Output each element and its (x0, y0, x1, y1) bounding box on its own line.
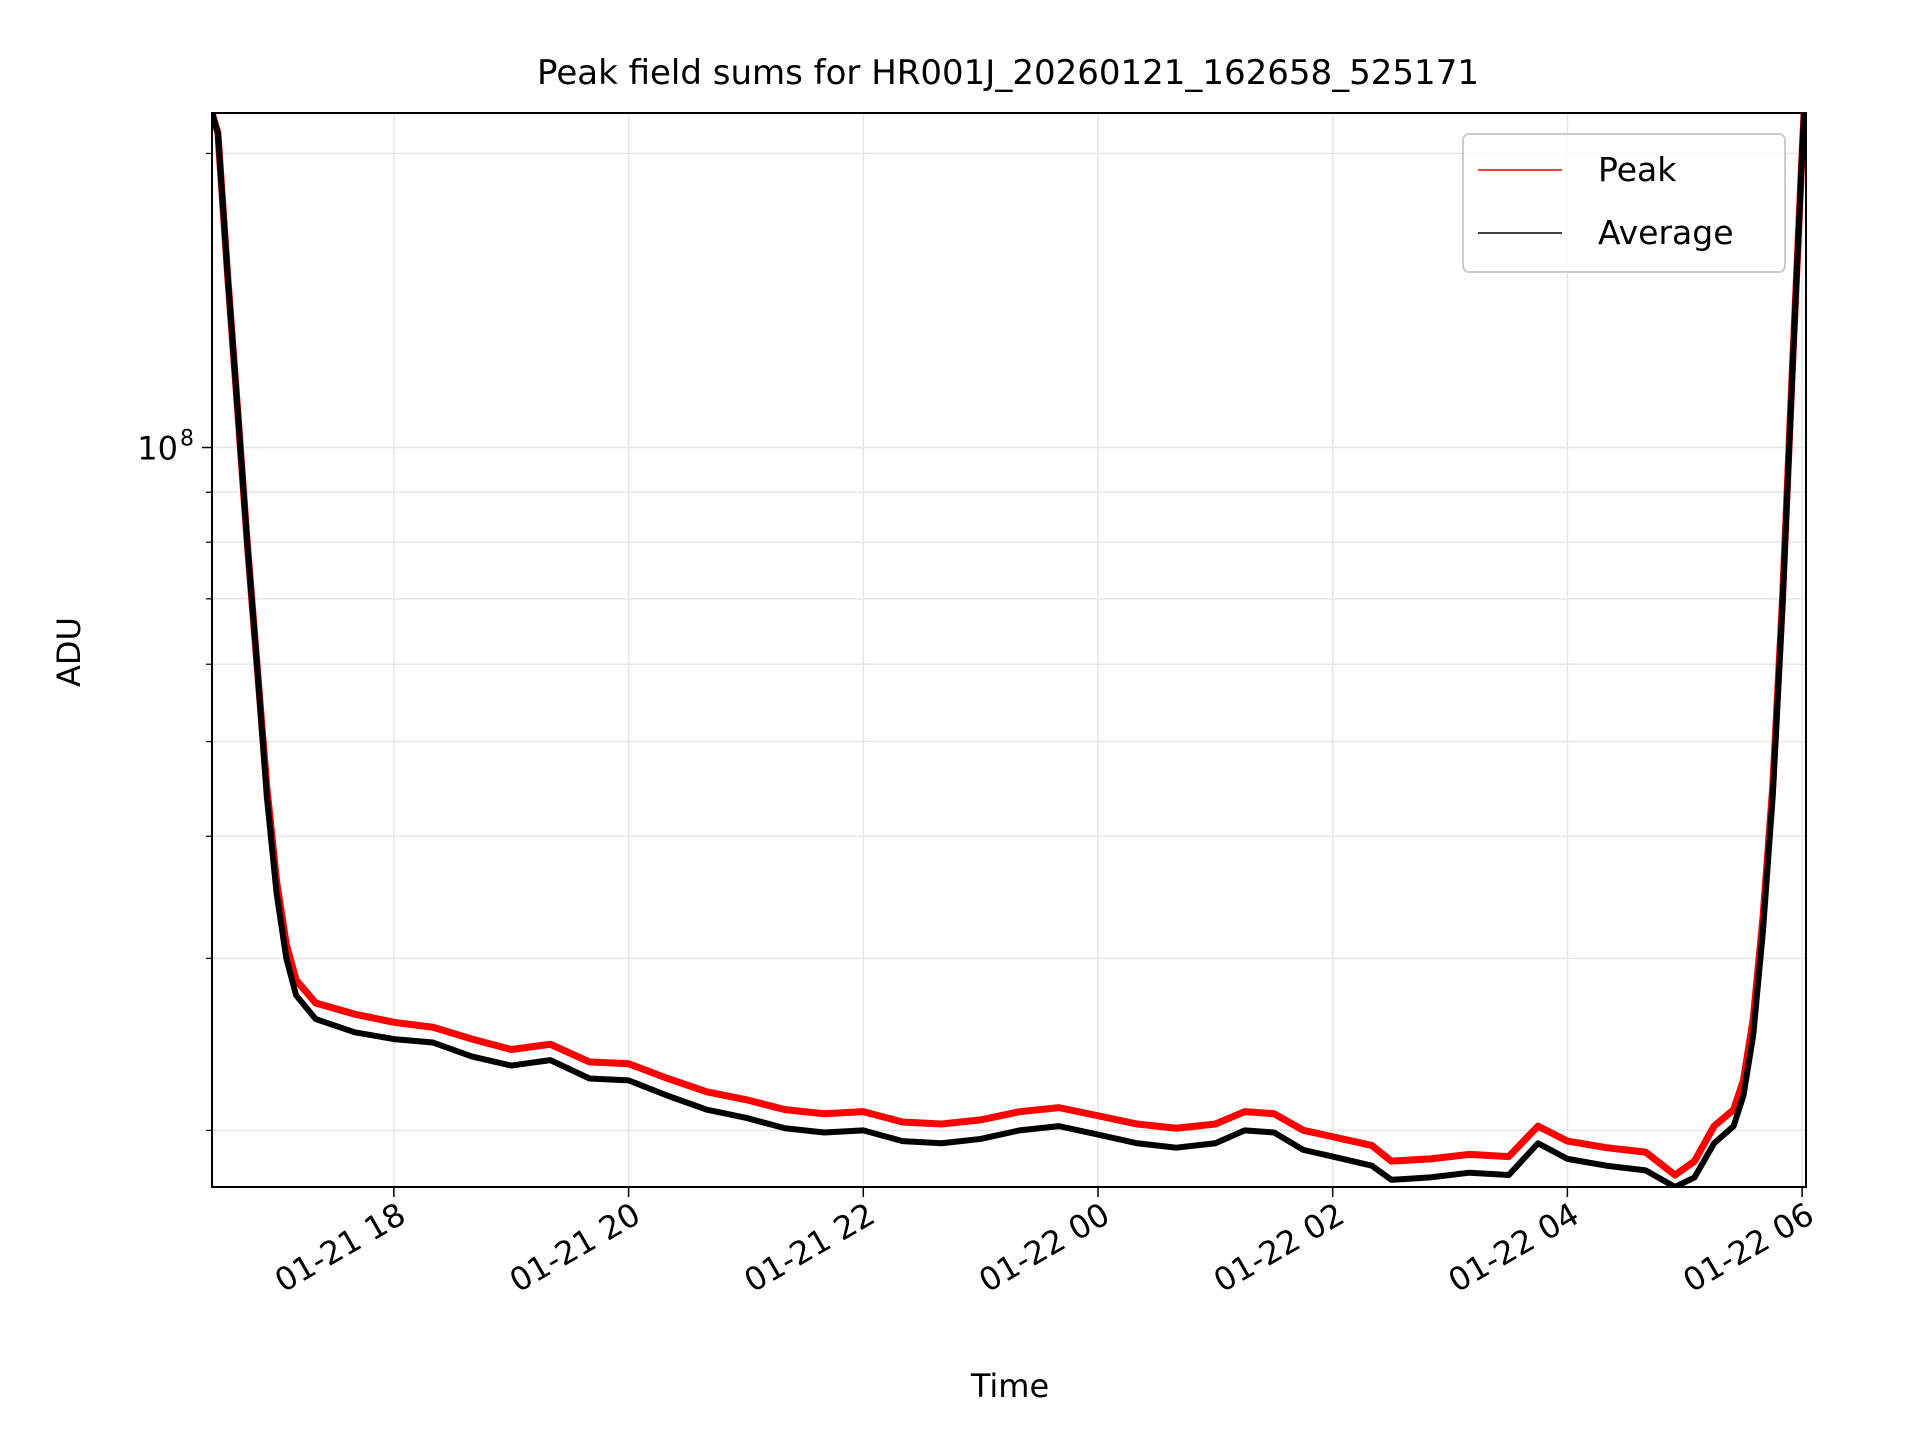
series-layer (212, 113, 1806, 1187)
legend-peak-label: Peak (1598, 150, 1677, 189)
y-tick-label-exponent: 8 (180, 427, 194, 452)
series-line-peak (212, 113, 1806, 1179)
legend: Peak Average (1462, 133, 1786, 273)
y-tick-label: 10 (137, 430, 178, 468)
grid-layer (212, 113, 1806, 1187)
legend-average-label: Average (1598, 213, 1734, 252)
chart-title: Peak field sums for HR001J_20260121_1626… (537, 53, 1479, 93)
y-axis-label: ADU (50, 617, 88, 687)
x-axis-label: Time (970, 1367, 1049, 1405)
plot-frame (211, 112, 1807, 1188)
series-line-average (212, 113, 1806, 1187)
y-axis: 10 8 (137, 152, 212, 1131)
legend-box (1462, 133, 1786, 273)
